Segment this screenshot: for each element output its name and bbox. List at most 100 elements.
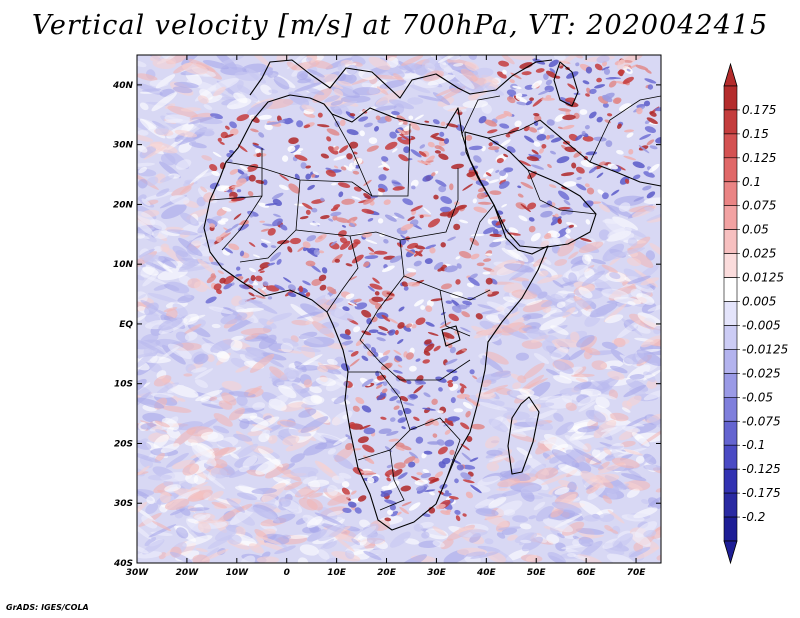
field-cell: [190, 236, 209, 246]
field-cell: [146, 496, 156, 505]
field-cell: [331, 253, 343, 263]
field-cell: [429, 247, 436, 254]
field-cell: [298, 291, 307, 298]
africa-coastline: [203, 94, 549, 531]
field-cell: [137, 144, 148, 153]
field-cell: [248, 55, 273, 68]
field-cell: [552, 216, 559, 224]
field-cell: [426, 299, 434, 307]
field-cell: [325, 167, 332, 171]
field-cell: [499, 470, 531, 482]
field-cell: [238, 299, 248, 305]
field-cell: [197, 258, 216, 274]
field-cell: [487, 129, 498, 134]
field-cell: [469, 369, 475, 375]
field-cell: [235, 178, 247, 186]
field-cell: [327, 218, 334, 222]
field-cell: [415, 436, 424, 444]
field-cell: [186, 481, 209, 493]
field-cell: [380, 416, 387, 420]
field-cell: [300, 162, 307, 169]
field-cell: [229, 128, 239, 136]
field-cell: [528, 463, 547, 478]
field-cell: [416, 472, 423, 476]
field-cell: [361, 523, 379, 537]
field-cell: [188, 58, 216, 73]
colorbar-top-arrow: [723, 62, 738, 87]
field-cell: [604, 218, 626, 236]
field-cell: [520, 539, 532, 544]
field-cell: [567, 83, 576, 90]
field-cell: [554, 114, 565, 122]
field-cell: [477, 401, 508, 411]
field-cell: [518, 215, 528, 222]
field-cell: [317, 506, 338, 520]
field-cell: [147, 292, 179, 303]
field-cell: [258, 114, 272, 120]
field-cell: [229, 168, 239, 175]
field-cell: [646, 191, 656, 199]
field-cell: [637, 312, 661, 330]
field-cell: [375, 105, 397, 111]
field-cell: [439, 131, 445, 137]
field-cell: [298, 331, 318, 340]
field-cell: [603, 68, 611, 75]
field-cell: [587, 484, 606, 500]
field-cell: [601, 288, 629, 300]
field-cell: [307, 68, 325, 78]
field-cell: [355, 396, 365, 405]
field-cell: [613, 337, 626, 348]
field-cell: [553, 55, 566, 62]
field-cell: [279, 496, 291, 507]
field-cell: [647, 303, 661, 312]
field-cell: [368, 137, 378, 145]
field-cell: [525, 100, 533, 106]
field-cell: [306, 235, 317, 242]
field-cell: [646, 211, 661, 222]
field-cell: [325, 169, 337, 177]
field-cell: [137, 134, 154, 142]
field-cell: [394, 355, 403, 362]
field-cell: [495, 113, 509, 120]
field-cell: [375, 115, 381, 121]
field-cell: [321, 267, 328, 274]
field-cell: [290, 466, 319, 478]
field-cell: [399, 506, 409, 515]
colorbar-label: -0.2: [742, 510, 765, 524]
field-cell: [320, 153, 330, 159]
field-cell: [148, 362, 162, 373]
field-cell: [510, 72, 522, 80]
field-cell: [535, 467, 559, 480]
field-cell: [276, 55, 289, 63]
field-cell: [635, 547, 659, 560]
field-cell: [476, 192, 486, 200]
field-cell: [236, 307, 265, 313]
field-cell: [571, 162, 577, 169]
field-cell: [373, 250, 388, 255]
field-cell: [248, 174, 256, 182]
field-cell: [503, 153, 509, 158]
field-cell: [523, 362, 545, 380]
field-cell: [224, 133, 234, 138]
field-cell: [526, 328, 547, 340]
field-cell: [388, 99, 415, 110]
field-cell: [498, 181, 510, 189]
field-cell: [220, 312, 248, 325]
field-cell: [163, 307, 178, 313]
field-cell: [311, 207, 318, 213]
field-cell: [305, 87, 325, 96]
field-cell: [384, 469, 395, 476]
field-cell: [348, 350, 354, 353]
field-cell: [548, 59, 559, 68]
field-cell: [256, 556, 280, 563]
field-cell: [550, 311, 571, 317]
field-cell: [363, 179, 372, 186]
field-cell: [194, 281, 208, 293]
field-cell: [431, 398, 438, 405]
field-cell: [506, 89, 517, 96]
field-cell: [214, 527, 237, 542]
field-cell: [267, 296, 273, 300]
field-cell: [250, 128, 259, 133]
field-cell: [189, 169, 209, 185]
field-cell: [460, 68, 478, 82]
